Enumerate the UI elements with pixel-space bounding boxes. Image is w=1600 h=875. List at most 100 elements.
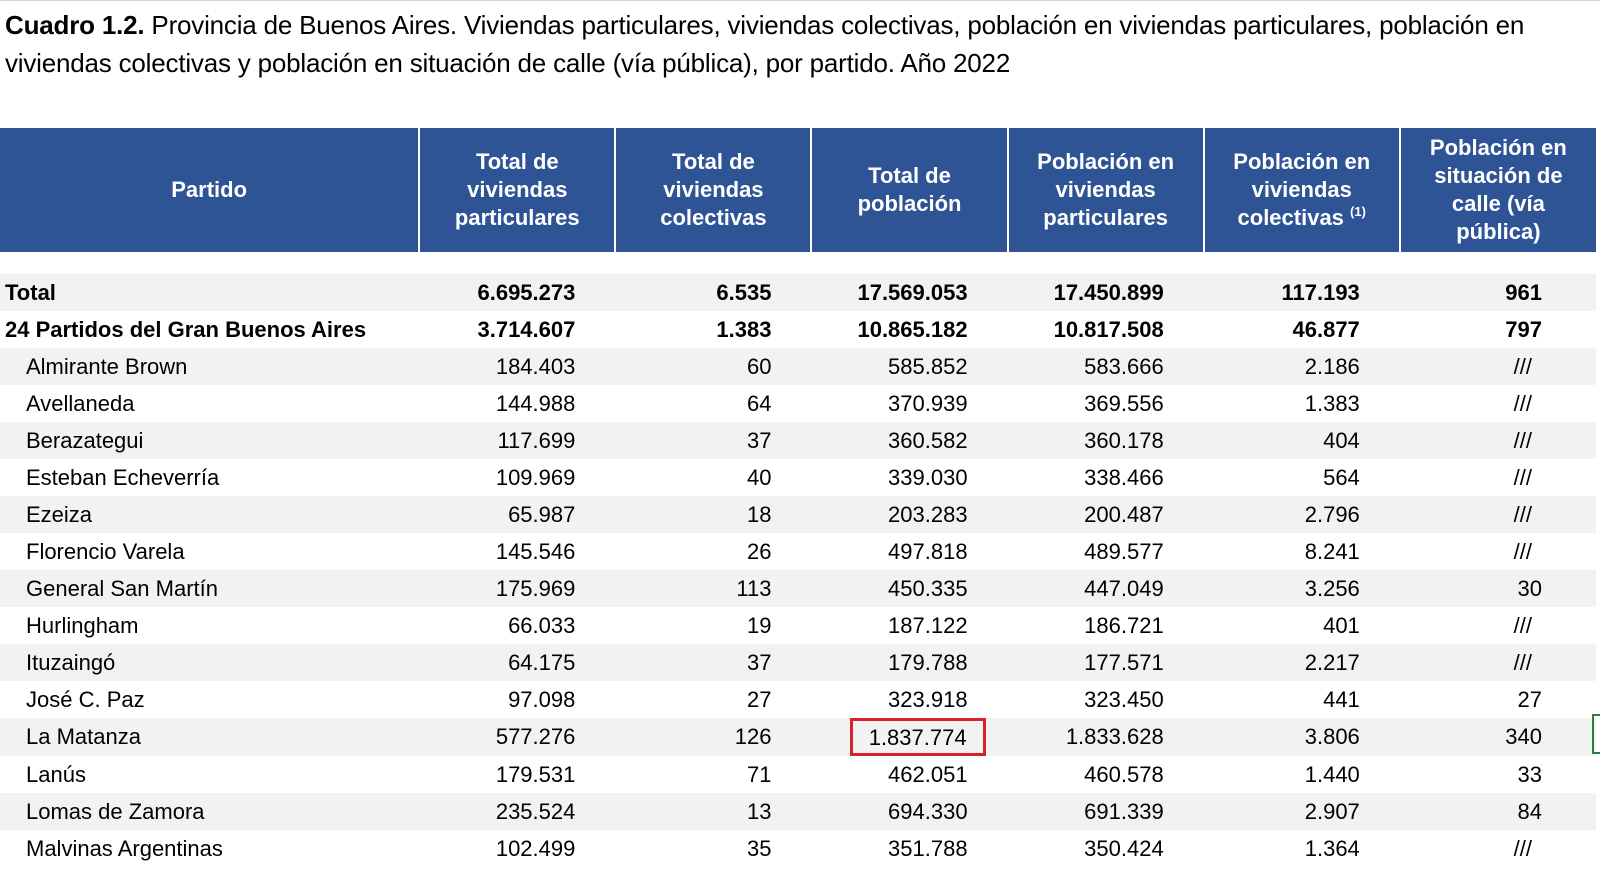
- cell-total-poblacion[interactable]: 187.122: [888, 612, 968, 638]
- cell-total-viviendas-particulares[interactable]: 577.276: [419, 718, 616, 756]
- cell-partido[interactable]: Hurlingham: [26, 612, 139, 638]
- cell-partido[interactable]: Malvinas Argentinas: [26, 835, 223, 861]
- cell-poblacion-viviendas-particulares[interactable]: 460.578: [1084, 761, 1164, 787]
- column-header-poblacion-situacion-calle[interactable]: Población en situación de calle (vía púb…: [1398, 128, 1596, 252]
- cell-total-viviendas-particulares[interactable]: 66.033: [508, 612, 576, 638]
- cell-total-viviendas-particulares[interactable]: 235.524: [419, 793, 616, 830]
- cell-poblacion-situacion-calle[interactable]: 797: [1505, 316, 1542, 342]
- cell-total-viviendas-particulares[interactable]: 6.695.273: [419, 274, 616, 311]
- cell-poblacion-viviendas-particulares[interactable]: 323.450: [1084, 686, 1164, 712]
- cell-partido[interactable]: Florencio Varela: [26, 538, 185, 564]
- cell-partido[interactable]: Almirante Brown: [0, 348, 420, 385]
- cell-poblacion-viviendas-particulares[interactable]: 489.577: [1084, 538, 1164, 564]
- cell-poblacion-viviendas-particulares[interactable]: 17.450.899: [1007, 274, 1204, 311]
- cell-total-poblacion[interactable]: 323.918: [888, 686, 968, 712]
- cell-total-poblacion[interactable]: 585.852: [811, 348, 1008, 385]
- cell-poblacion-viviendas-colectivas[interactable]: 401: [1323, 612, 1360, 638]
- cell-total-poblacion[interactable]: 351.788: [888, 835, 968, 861]
- cell-total-viviendas-colectivas[interactable]: 60: [615, 348, 812, 385]
- cell-poblacion-viviendas-colectivas[interactable]: 1.383: [1304, 390, 1360, 416]
- cell-poblacion-viviendas-colectivas[interactable]: 404: [1203, 422, 1400, 459]
- column-header-partido[interactable]: Partido: [0, 128, 420, 252]
- cell-poblacion-viviendas-particulares[interactable]: 350.424: [1084, 835, 1164, 861]
- cell-poblacion-viviendas-colectivas[interactable]: 2.217: [1203, 644, 1400, 681]
- cell-poblacion-viviendas-particulares[interactable]: 338.466: [1084, 464, 1164, 490]
- cell-total-poblacion[interactable]: 462.051: [888, 761, 968, 787]
- cell-poblacion-viviendas-colectivas[interactable]: 3.806: [1203, 718, 1400, 756]
- cell-poblacion-situacion-calle[interactable]: 961: [1399, 274, 1596, 311]
- cell-total-viviendas-colectivas[interactable]: 37: [615, 644, 812, 681]
- cell-partido[interactable]: Avellaneda: [26, 390, 135, 416]
- cell-poblacion-viviendas-particulares[interactable]: 200.487: [1007, 496, 1204, 533]
- cell-poblacion-viviendas-particulares[interactable]: 1.833.628: [1007, 718, 1204, 756]
- cell-total-viviendas-particulares[interactable]: 184.403: [419, 348, 616, 385]
- cell-poblacion-situacion-calle[interactable]: ///: [1513, 835, 1532, 861]
- cell-partido[interactable]: La Matanza: [0, 718, 420, 756]
- cell-partido[interactable]: Esteban Echeverría: [26, 464, 220, 490]
- cell-total-poblacion[interactable]: 450.335: [811, 570, 1008, 607]
- cell-poblacion-viviendas-colectivas[interactable]: 1.364: [1304, 835, 1360, 861]
- cell-partido[interactable]: Total: [0, 274, 420, 311]
- cell-poblacion-viviendas-particulares[interactable]: 447.049: [1007, 570, 1204, 607]
- cell-total-viviendas-colectivas[interactable]: 37: [615, 422, 812, 459]
- cell-poblacion-viviendas-colectivas[interactable]: 2.186: [1203, 348, 1400, 385]
- cell-partido[interactable]: Berazategui: [0, 422, 420, 459]
- cell-poblacion-viviendas-colectivas[interactable]: 2.796: [1203, 496, 1400, 533]
- column-header-total-viviendas-colectivas[interactable]: Total de viviendas colectivas: [614, 128, 812, 252]
- cell-total-poblacion[interactable]: 360.582: [811, 422, 1008, 459]
- cell-poblacion-situacion-calle[interactable]: ///: [1513, 538, 1532, 564]
- cell-total-viviendas-colectivas[interactable]: 35: [746, 835, 772, 861]
- column-header-poblacion-viviendas-particulares[interactable]: Población en viviendas particulares: [1006, 128, 1204, 252]
- cell-total-poblacion[interactable]: 694.330: [811, 793, 1008, 830]
- cell-total-viviendas-particulares[interactable]: 179.531: [495, 761, 576, 787]
- cell-poblacion-viviendas-particulares[interactable]: 360.178: [1007, 422, 1204, 459]
- cell-total-viviendas-colectivas[interactable]: 40: [746, 464, 772, 490]
- cell-partido[interactable]: General San Martín: [0, 570, 420, 607]
- cell-poblacion-situacion-calle[interactable]: ///: [1513, 390, 1532, 416]
- cell-total-poblacion[interactable]: 17.569.053: [811, 274, 1008, 311]
- cell-poblacion-viviendas-particulares[interactable]: 691.339: [1007, 793, 1204, 830]
- cell-poblacion-situacion-calle[interactable]: ///: [1513, 612, 1532, 638]
- cell-total-viviendas-colectivas[interactable]: 126: [615, 718, 812, 756]
- cell-total-viviendas-particulares[interactable]: 3.714.607: [477, 316, 576, 342]
- cell-poblacion-situacion-calle[interactable]: 340: [1399, 718, 1596, 756]
- cell-total-viviendas-particulares[interactable]: 65.987: [419, 496, 616, 533]
- column-header-poblacion-viviendas-colectivas[interactable]: Población en viviendas colectivas (1): [1202, 128, 1400, 252]
- cell-total-viviendas-particulares[interactable]: 64.175: [419, 644, 616, 681]
- cell-total-poblacion[interactable]: 1.837.774: [811, 718, 1008, 756]
- cell-poblacion-viviendas-colectivas[interactable]: 3.256: [1203, 570, 1400, 607]
- cell-total-viviendas-colectivas[interactable]: 64: [746, 390, 772, 416]
- cell-total-viviendas-colectivas[interactable]: 71: [746, 761, 772, 787]
- cell-total-poblacion[interactable]: 497.818: [888, 538, 968, 564]
- cell-partido[interactable]: José C. Paz: [26, 686, 145, 712]
- cell-poblacion-situacion-calle[interactable]: 33: [1517, 761, 1542, 787]
- cell-total-viviendas-colectivas[interactable]: 6.535: [615, 274, 812, 311]
- cell-poblacion-viviendas-colectivas[interactable]: 441: [1323, 686, 1360, 712]
- cell-total-viviendas-colectivas[interactable]: 26: [746, 538, 772, 564]
- cell-total-viviendas-colectivas[interactable]: 13: [615, 793, 812, 830]
- cell-poblacion-situacion-calle[interactable]: ///: [1399, 348, 1596, 385]
- cell-poblacion-viviendas-particulares[interactable]: 369.556: [1084, 390, 1164, 416]
- cell-total-viviendas-particulares[interactable]: 97.098: [508, 686, 576, 712]
- cell-poblacion-viviendas-colectivas[interactable]: 117.193: [1203, 274, 1400, 311]
- cell-poblacion-situacion-calle[interactable]: ///: [1399, 496, 1596, 533]
- cell-total-poblacion[interactable]: 370.939: [888, 390, 968, 416]
- cell-poblacion-situacion-calle[interactable]: ///: [1399, 644, 1596, 681]
- cell-total-viviendas-particulares[interactable]: 102.499: [495, 835, 576, 861]
- cell-partido[interactable]: Ituzaingó: [0, 644, 420, 681]
- cell-poblacion-situacion-calle[interactable]: 84: [1399, 793, 1596, 830]
- cell-poblacion-viviendas-particulares[interactable]: 10.817.508: [1053, 316, 1164, 342]
- cell-poblacion-viviendas-colectivas[interactable]: 564: [1323, 464, 1360, 490]
- cell-poblacion-viviendas-particulares[interactable]: 186.721: [1084, 612, 1164, 638]
- cell-partido[interactable]: 24 Partidos del Gran Buenos Aires: [5, 316, 367, 342]
- cell-total-poblacion[interactable]: 339.030: [888, 464, 968, 490]
- cell-total-viviendas-colectivas[interactable]: 19: [746, 612, 772, 638]
- cell-total-poblacion[interactable]: 203.283: [811, 496, 1008, 533]
- cell-partido[interactable]: Ezeiza: [0, 496, 420, 533]
- cell-poblacion-situacion-calle[interactable]: 30: [1399, 570, 1596, 607]
- cell-poblacion-viviendas-particulares[interactable]: 177.571: [1007, 644, 1204, 681]
- cell-partido[interactable]: Lanús: [26, 761, 86, 787]
- cell-total-viviendas-particulares[interactable]: 117.699: [419, 422, 616, 459]
- cell-partido[interactable]: Lomas de Zamora: [0, 793, 420, 830]
- cell-poblacion-viviendas-colectivas[interactable]: 8.241: [1304, 538, 1360, 564]
